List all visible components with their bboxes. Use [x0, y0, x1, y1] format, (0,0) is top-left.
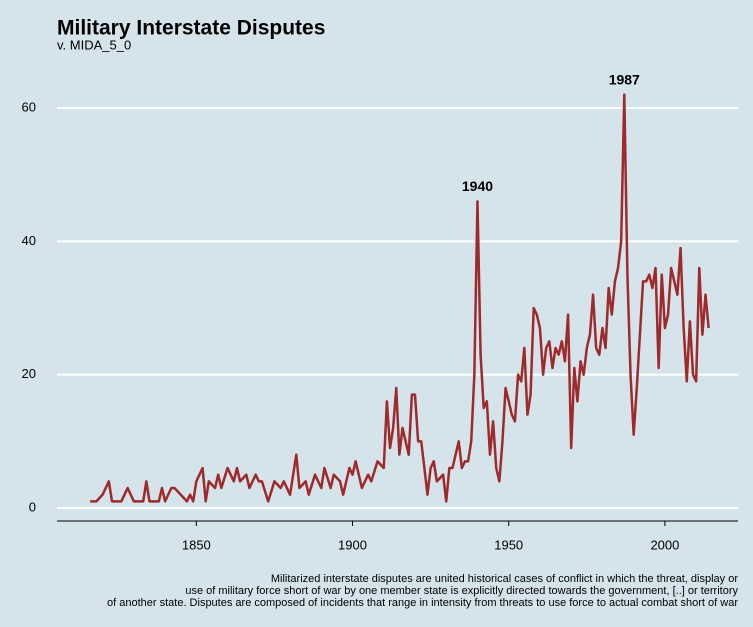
x-tick-label: 1950 [494, 537, 523, 552]
x-tick-label: 1900 [338, 537, 367, 552]
y-tick-label: 40 [22, 233, 36, 248]
x-tick-label: 1850 [182, 537, 211, 552]
x-tick-label: 2000 [650, 537, 679, 552]
chart-title: Military Interstate Disputes [57, 17, 325, 40]
data-line [90, 93, 710, 503]
chart-subtitle: v. MIDA_5_0 [57, 37, 131, 52]
y-tick-label: 60 [22, 99, 36, 114]
caption: of another state. Disputes are composed … [107, 597, 738, 609]
caption: use of military force short of war by on… [185, 585, 738, 597]
caption: Militarized interstate disputes are unit… [271, 573, 738, 585]
annotation: 1940 [462, 178, 493, 194]
y-tick-label: 20 [22, 366, 36, 381]
y-tick-label: 0 [29, 499, 36, 514]
annotation: 1987 [609, 71, 640, 87]
